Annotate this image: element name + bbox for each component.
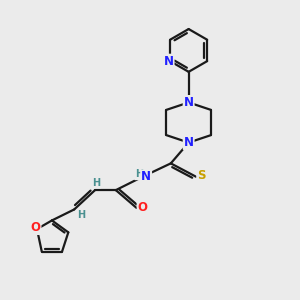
Text: S: S	[197, 169, 206, 182]
Text: N: N	[164, 55, 174, 68]
Text: N: N	[184, 136, 194, 149]
Text: O: O	[138, 202, 148, 214]
Text: N: N	[184, 96, 194, 109]
Text: H: H	[135, 169, 143, 179]
Text: H: H	[78, 210, 86, 220]
Text: N: N	[141, 170, 151, 183]
Text: O: O	[31, 221, 40, 234]
Text: H: H	[92, 178, 101, 188]
